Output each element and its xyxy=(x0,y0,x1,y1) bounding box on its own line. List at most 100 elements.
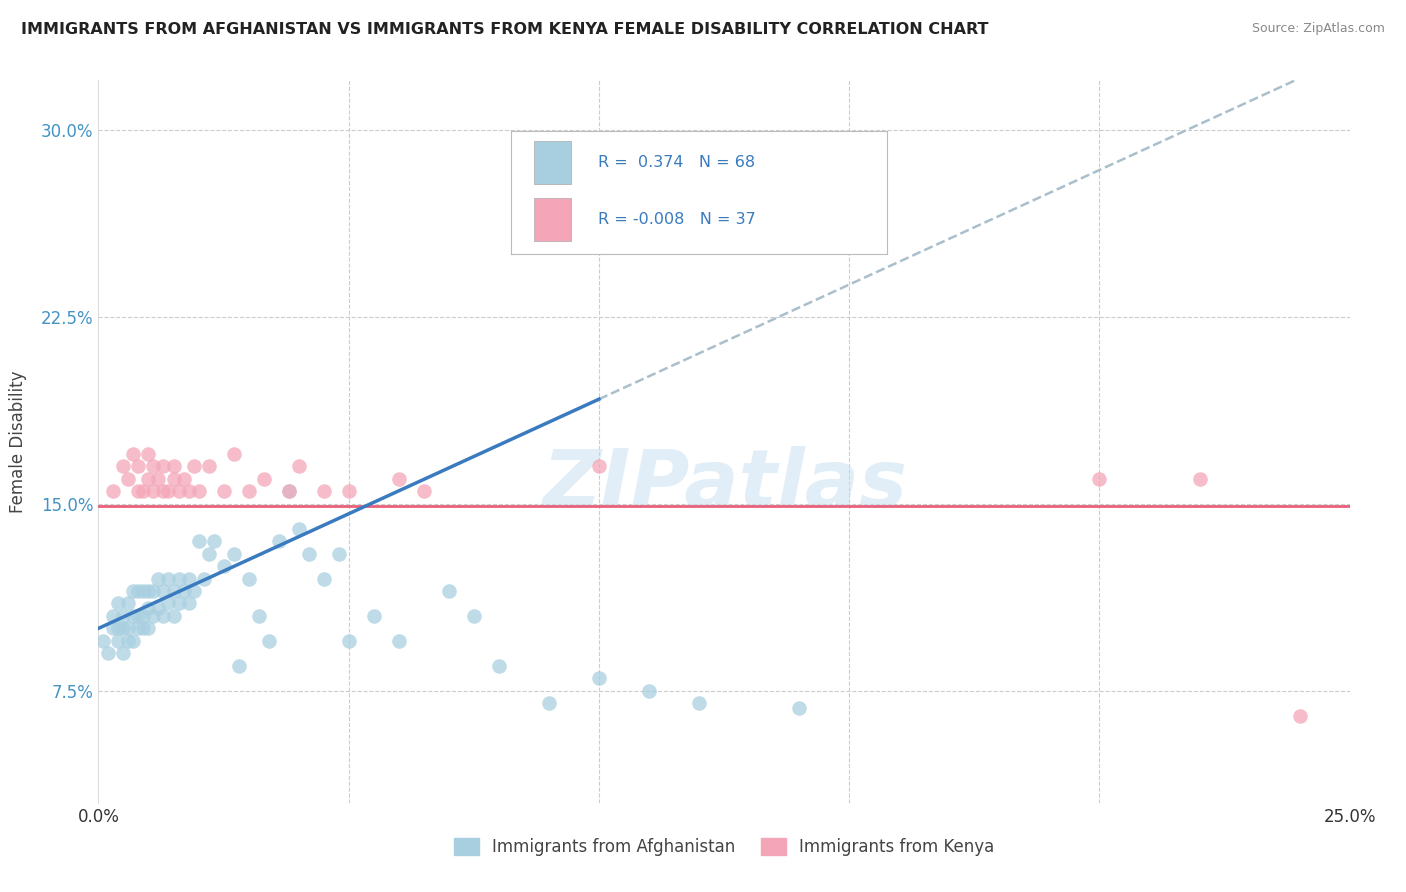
Point xyxy=(162,472,184,486)
Point xyxy=(152,484,174,499)
Point xyxy=(277,484,299,499)
Point xyxy=(252,472,274,486)
Point xyxy=(337,633,360,648)
Point xyxy=(117,472,139,486)
Legend: Immigrants from Afghanistan, Immigrants from Kenya: Immigrants from Afghanistan, Immigrants … xyxy=(447,831,1001,863)
Point xyxy=(437,584,460,599)
Point xyxy=(112,621,135,635)
Point xyxy=(202,534,225,549)
Point xyxy=(132,584,155,599)
Point xyxy=(127,484,149,499)
Point xyxy=(228,658,250,673)
Point xyxy=(103,609,125,624)
Point xyxy=(287,459,309,474)
Point xyxy=(312,484,335,499)
Point xyxy=(157,597,180,611)
Point xyxy=(1188,472,1211,486)
Point xyxy=(162,584,184,599)
Point xyxy=(167,484,190,499)
Point xyxy=(247,609,270,624)
Point xyxy=(152,459,174,474)
Point xyxy=(588,459,610,474)
Point xyxy=(463,609,485,624)
Point xyxy=(298,547,321,561)
Point xyxy=(157,572,180,586)
Point xyxy=(238,572,260,586)
Point xyxy=(488,658,510,673)
Point xyxy=(167,572,190,586)
Point xyxy=(173,472,195,486)
Point xyxy=(122,633,145,648)
Point xyxy=(222,547,245,561)
Point xyxy=(152,609,174,624)
Point xyxy=(107,621,129,635)
Point xyxy=(187,484,209,499)
Text: Source: ZipAtlas.com: Source: ZipAtlas.com xyxy=(1251,22,1385,36)
Point xyxy=(167,597,190,611)
Point xyxy=(197,547,219,561)
Point xyxy=(138,601,160,615)
Point xyxy=(157,484,180,499)
Point xyxy=(238,484,260,499)
Y-axis label: Female Disability: Female Disability xyxy=(8,370,27,513)
Point xyxy=(142,609,165,624)
Point xyxy=(132,484,155,499)
Text: IMMIGRANTS FROM AFGHANISTAN VS IMMIGRANTS FROM KENYA FEMALE DISABILITY CORRELATI: IMMIGRANTS FROM AFGHANISTAN VS IMMIGRANT… xyxy=(21,22,988,37)
Point xyxy=(142,584,165,599)
Point xyxy=(103,621,125,635)
Point xyxy=(267,534,290,549)
Point xyxy=(122,584,145,599)
Point xyxy=(117,597,139,611)
Point xyxy=(787,701,810,715)
Point xyxy=(388,472,411,486)
Point xyxy=(138,621,160,635)
Point xyxy=(162,609,184,624)
Point xyxy=(122,447,145,461)
Point xyxy=(142,459,165,474)
Point xyxy=(337,484,360,499)
Point xyxy=(117,633,139,648)
Point xyxy=(122,609,145,624)
Point xyxy=(112,646,135,660)
Point xyxy=(97,646,120,660)
Point xyxy=(148,472,170,486)
Point xyxy=(127,584,149,599)
Point xyxy=(127,621,149,635)
Point xyxy=(183,584,205,599)
Point xyxy=(138,472,160,486)
Point xyxy=(287,522,309,536)
Point xyxy=(638,683,661,698)
Point xyxy=(132,621,155,635)
Point xyxy=(173,584,195,599)
Point xyxy=(257,633,280,648)
Point xyxy=(162,459,184,474)
Point xyxy=(1288,708,1310,723)
Point xyxy=(112,459,135,474)
Point xyxy=(183,459,205,474)
Point xyxy=(688,696,710,710)
Point xyxy=(312,572,335,586)
Point xyxy=(363,609,385,624)
Point xyxy=(537,696,560,710)
Point xyxy=(588,671,610,685)
Point xyxy=(93,633,115,648)
Point xyxy=(177,484,200,499)
Point xyxy=(112,609,135,624)
Point xyxy=(412,484,434,499)
Point xyxy=(187,534,209,549)
Point xyxy=(117,621,139,635)
Point xyxy=(177,572,200,586)
Point xyxy=(388,633,411,648)
Point xyxy=(277,484,299,499)
Point xyxy=(127,459,149,474)
Point xyxy=(103,484,125,499)
Text: ZIPatlas: ZIPatlas xyxy=(541,446,907,524)
Point xyxy=(177,597,200,611)
Point xyxy=(197,459,219,474)
Point xyxy=(152,584,174,599)
Point xyxy=(222,447,245,461)
Point xyxy=(107,633,129,648)
Point xyxy=(127,609,149,624)
Point xyxy=(142,484,165,499)
Point xyxy=(1088,472,1111,486)
